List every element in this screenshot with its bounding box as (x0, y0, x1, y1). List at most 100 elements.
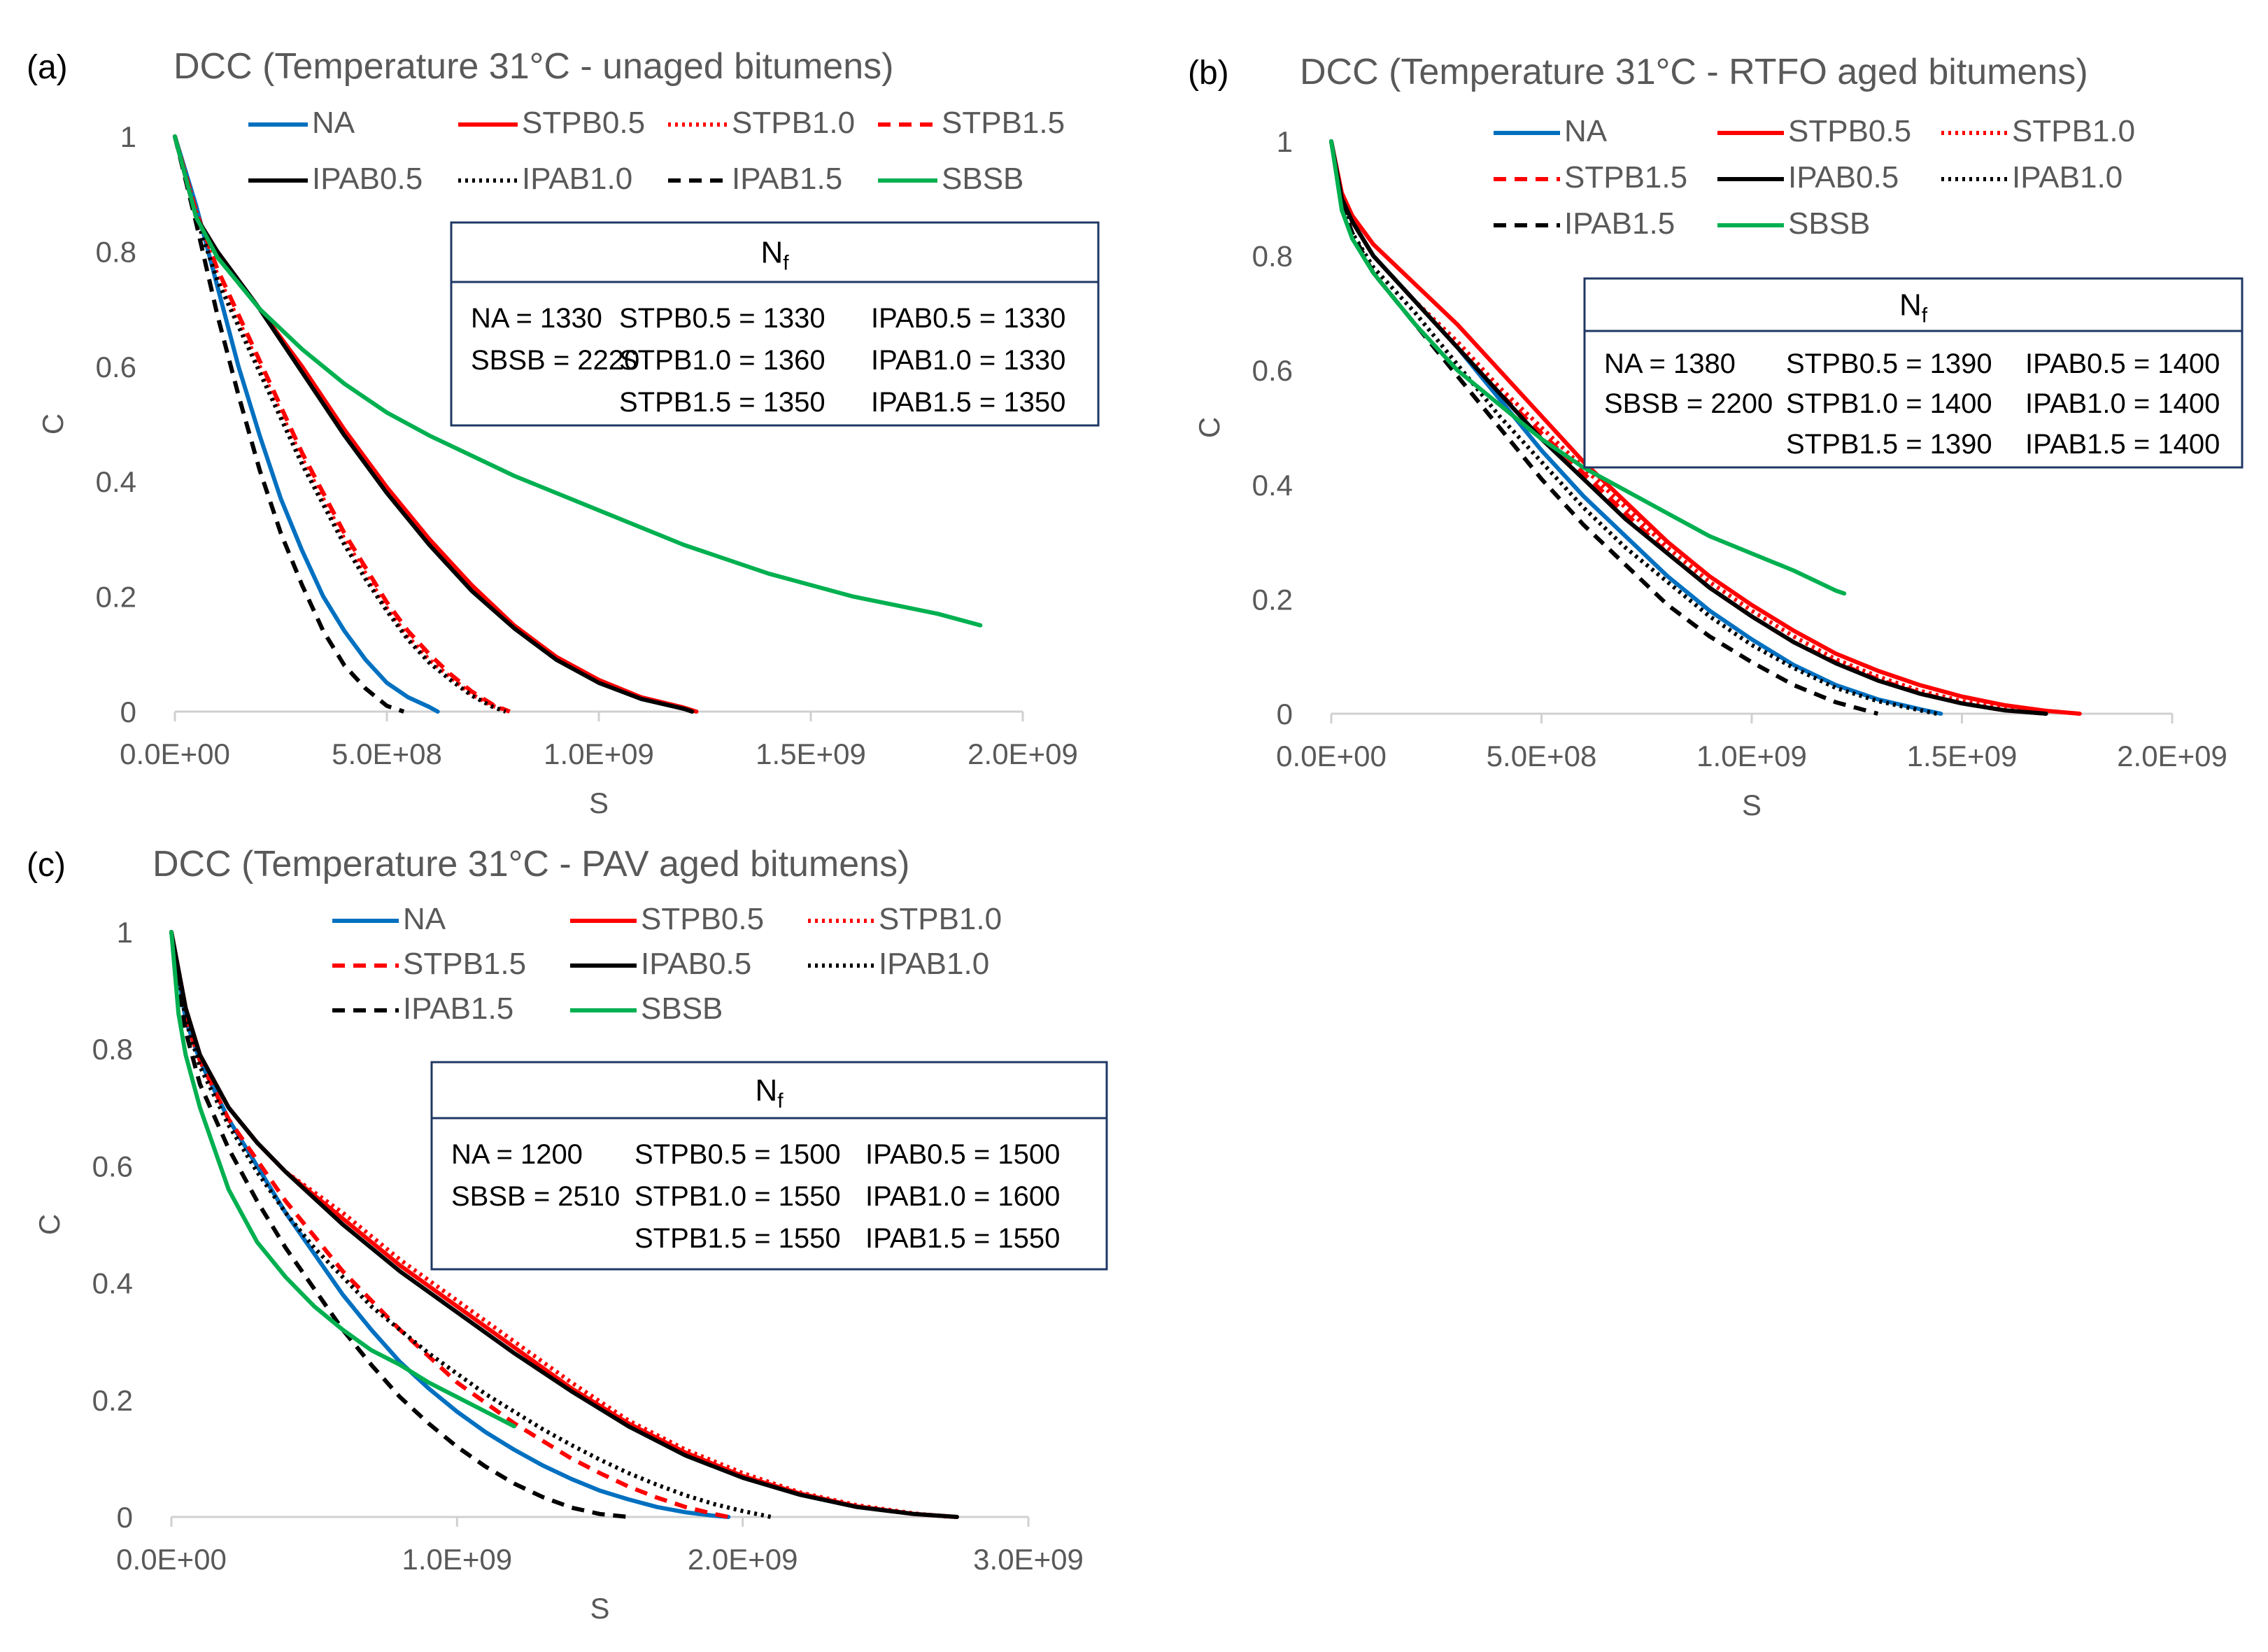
y-tick-label: 0.2 (96, 581, 136, 614)
nf-box-value: STPB0.5 = 1500 (635, 1139, 841, 1170)
legend-label: STPB0.5 (522, 106, 645, 140)
y-tick-label: 0.2 (1252, 583, 1293, 616)
y-axis-label: C (1193, 417, 1226, 438)
y-axis-label: C (33, 1214, 66, 1235)
x-tick-label: 2.0E+09 (968, 737, 1078, 770)
nf-box-value: NA = 1200 (451, 1139, 583, 1170)
nf-box-value: IPAB1.5 = 1400 (2025, 429, 2220, 460)
x-tick-label: 1.0E+09 (402, 1543, 513, 1576)
series-line-ipab1-0 (173, 136, 506, 714)
legend-label: IPAB0.5 (641, 947, 751, 981)
nf-box-value: IPAB0.5 = 1500 (865, 1139, 1060, 1170)
legend-label: SBSB (1788, 206, 1870, 241)
nf-box-title: Nf (755, 1073, 784, 1113)
chart-panel-2: (b) DCC (Temperature 31°C - RTFO aged bit… (1188, 52, 2244, 821)
chart-title: DCC (Temperature 31°C - RTFO aged bitume… (1300, 52, 2088, 92)
series-line-sbsb (169, 930, 516, 1429)
y-tick-label: 0 (117, 1501, 133, 1534)
nf-box-value: IPAB1.5 = 1550 (865, 1223, 1060, 1254)
y-axis-label: C (36, 414, 69, 435)
y-tick-label: 0.6 (92, 1150, 133, 1182)
nf-box-value: STPB1.5 = 1550 (635, 1223, 841, 1254)
x-tick-label: 1.0E+09 (1696, 740, 1807, 772)
nf-box-value: STPB1.0 = 1550 (635, 1181, 841, 1212)
y-tick-label: 0.8 (96, 235, 136, 268)
legend-label: STPB0.5 (641, 902, 764, 936)
y-tick-label: 0 (120, 696, 136, 728)
series-line-ipab1-0 (169, 931, 772, 1519)
nf-box-value: STPB1.5 = 1390 (1786, 429, 1992, 460)
nf-box-frame (1583, 277, 2244, 469)
y-tick-label: 0.4 (92, 1267, 133, 1300)
y-tick-label: 1 (117, 916, 133, 949)
nf-box-value: IPAB0.5 = 1400 (2025, 348, 2220, 379)
legend-label: STPB0.5 (1788, 114, 1911, 148)
y-tick-label: 0.4 (96, 465, 136, 498)
nf-box-title: Nf (1899, 288, 1928, 327)
y-tick-label: 0.6 (96, 351, 136, 383)
y-tick-label: 0.6 (1252, 354, 1293, 387)
chart-title: DCC (Temperature 31°C - unaged bitumens) (173, 46, 893, 87)
y-tick-label: 0.8 (92, 1033, 133, 1066)
y-tick-label: 0.2 (92, 1384, 133, 1417)
nf-box-value: SBSB = 2510 (451, 1181, 620, 1212)
legend-label: NA (403, 902, 446, 936)
x-tick-label: 1.5E+09 (756, 737, 866, 770)
chart-panel-1: (a) DCC (Temperature 31°C - unaged bitume… (27, 46, 1100, 819)
panel-letter: (c) (27, 847, 66, 884)
legend-label: IPAB0.5 (1788, 160, 1899, 195)
legend-label: IPAB0.5 (312, 162, 423, 196)
nf-box-value: IPAB1.0 = 1330 (871, 345, 1065, 376)
nf-box-value: STPB1.0 = 1400 (1786, 388, 1992, 419)
nf-box-frame (450, 221, 1100, 427)
series-line-sbsb (173, 134, 983, 628)
series-line-stpb1-5 (173, 136, 511, 714)
legend-label: STPB1.5 (403, 947, 526, 981)
y-tick-label: 1 (1277, 125, 1293, 158)
y-tick-label: 0.4 (1252, 469, 1293, 502)
series-line-ipab0-5 (173, 134, 695, 714)
nf-box-title: Nf (760, 236, 789, 275)
panel-letter: (b) (1188, 55, 1229, 92)
nf-box-value: STPB0.5 = 1330 (619, 303, 825, 334)
series-line-stpb1-5 (169, 931, 729, 1519)
nf-box-value: SBSB = 2220 (471, 345, 639, 376)
series-line-ipab0-5 (1329, 139, 2048, 716)
nf-box-value: STPB0.5 = 1390 (1786, 348, 1992, 379)
y-tick-label: 1 (120, 120, 136, 153)
nf-box: Nf NA = 1380 STPB0.5 = 1390 IPAB0.5 = 1400 S… (1583, 277, 2244, 469)
legend-label: IPAB1.0 (2012, 160, 2122, 195)
nf-box-value: IPAB0.5 = 1330 (871, 303, 1065, 334)
x-tick-label: 0.0E+00 (120, 737, 230, 770)
y-tick-label: 0 (1277, 698, 1293, 730)
series-line-na (173, 134, 440, 714)
nf-box-value: IPAB1.0 = 1400 (2025, 388, 2220, 419)
nf-box-value: STPB1.0 = 1360 (619, 345, 825, 376)
x-axis-label: S (589, 786, 609, 819)
legend-label: IPAB1.5 (1564, 206, 1675, 241)
legend-label: NA (1564, 114, 1608, 148)
series-line-ipab0-5 (169, 930, 959, 1519)
x-axis-label: S (590, 1592, 609, 1625)
x-tick-label: 1.5E+09 (1907, 740, 2018, 772)
legend-label: IPAB1.0 (522, 162, 632, 196)
nf-box-value: NA = 1380 (1604, 348, 1736, 379)
legend-label: IPAB1.0 (879, 947, 989, 981)
legend-label: STPB1.0 (732, 106, 855, 140)
series-line-sbsb (1329, 139, 1847, 596)
panel-letter: (a) (27, 49, 68, 86)
nf-box-value: SBSB = 2200 (1604, 388, 1773, 419)
x-tick-label: 2.0E+09 (688, 1543, 798, 1576)
legend-label: IPAB1.5 (732, 162, 842, 196)
series-line-ipab1-5 (169, 931, 629, 1519)
nf-box: Nf NA = 1330 STPB0.5 = 1330 IPAB0.5 = 1330 S… (450, 221, 1100, 427)
nf-box-value: IPAB1.0 = 1600 (865, 1181, 1060, 1212)
legend-label: STPB1.0 (2012, 114, 2135, 148)
legend-label: STPB1.0 (879, 902, 1002, 936)
legend-label: SBSB (641, 991, 723, 1026)
series-line-ipab1-5 (173, 136, 405, 714)
y-tick-label: 0.8 (1252, 240, 1293, 273)
nf-box: Nf NA = 1200 STPB0.5 = 1500 IPAB0.5 = 1500 S… (430, 1061, 1108, 1271)
x-tick-label: 5.0E+08 (332, 737, 442, 770)
legend-label: IPAB1.5 (403, 991, 513, 1026)
